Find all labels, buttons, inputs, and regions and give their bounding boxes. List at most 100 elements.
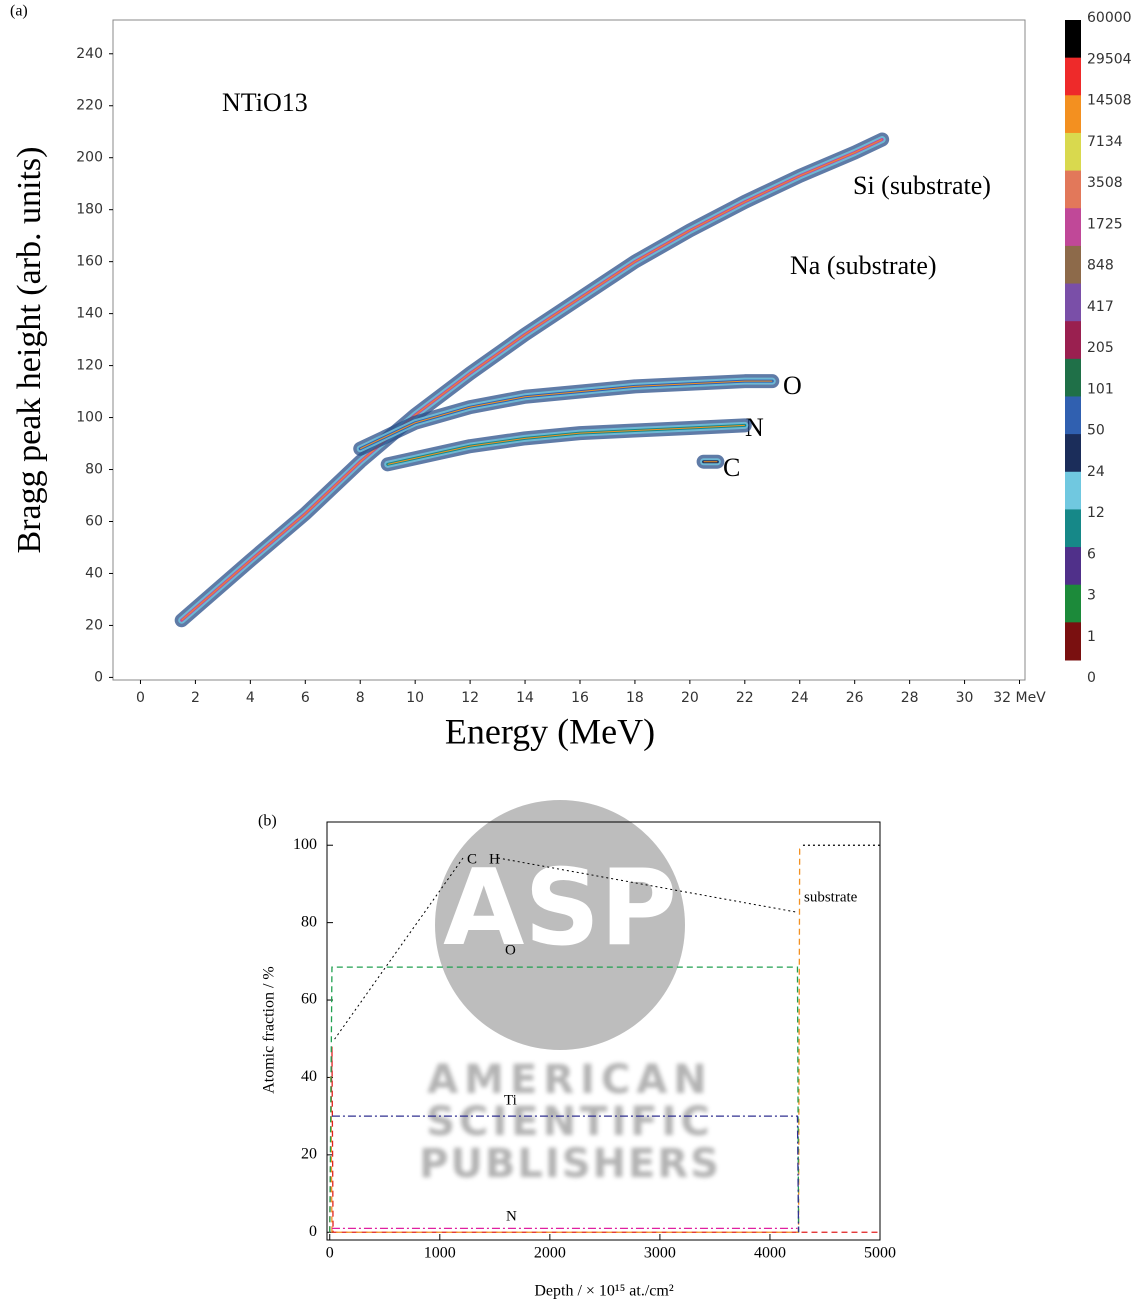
y-tick-label: 100	[76, 410, 103, 426]
x-tick-label: 3000	[644, 1245, 676, 1262]
x-tick-label: 0	[326, 1245, 334, 1262]
colorbar-swatch	[1065, 321, 1081, 360]
annotation: C	[467, 851, 477, 867]
watermark-text: SCIENTIFIC	[426, 1099, 714, 1145]
colorbar-label: 7134	[1087, 134, 1123, 150]
annotation: H	[489, 851, 500, 867]
colorbar-swatch	[1065, 471, 1081, 510]
colorbar-swatch	[1065, 57, 1081, 96]
colorbar-swatch	[1065, 509, 1081, 548]
plot-frame	[326, 821, 881, 1241]
line	[331, 1115, 800, 1233]
y-tick-label: 0	[309, 1223, 317, 1240]
annotation: O	[505, 942, 516, 958]
colorbar-swatch	[1065, 95, 1081, 134]
x-tick-label: 2000	[534, 1245, 566, 1262]
x-axis-label: Depth / × 10¹⁵ at./cm²	[534, 1283, 673, 1300]
line	[329, 966, 800, 1233]
annotation: Ti	[504, 1092, 517, 1108]
y-tick-label: 240	[76, 46, 103, 62]
x-tick-label: 12	[461, 690, 479, 706]
colorbar-swatch	[1065, 208, 1081, 247]
y-tick-label: 60	[85, 513, 103, 529]
watermark-text: AMERICAN	[427, 1057, 713, 1103]
x-tick-label: 0	[136, 690, 145, 706]
x-tick-label: 22	[736, 690, 754, 706]
y-tick-label: 80	[301, 913, 317, 930]
colorbar-label: 24	[1087, 464, 1105, 480]
y-axis-label: Bragg peak height (arb. units)	[11, 147, 48, 554]
x-tick-label: 20	[681, 690, 699, 706]
y-tick-label: 20	[301, 1146, 317, 1163]
x-tick-label: 4	[246, 690, 255, 706]
x-tick-label: 4000	[754, 1245, 786, 1262]
x-tick-label: 30	[956, 690, 974, 706]
colorbar-label: 0	[1087, 670, 1096, 686]
annotation: C	[723, 453, 740, 482]
colorbar-swatch	[1065, 283, 1081, 322]
colorbar-swatch	[1065, 20, 1081, 59]
x-tick-label: 28	[901, 690, 919, 706]
annotation: Na (substrate)	[790, 251, 937, 280]
y-tick-label: 120	[76, 358, 103, 374]
colorbar-label: 60000	[1087, 10, 1132, 26]
colorbar-swatch	[1065, 584, 1081, 623]
x-tick-label: 24	[791, 690, 809, 706]
annotation: N	[745, 413, 764, 442]
annotation: N	[506, 1208, 517, 1224]
y-tick-label: 160	[76, 254, 103, 270]
watermark-circle	[435, 800, 685, 1050]
panel-label: (a)	[10, 3, 28, 20]
x-tick-label: 26	[846, 690, 864, 706]
x-tick-label: 16	[571, 690, 589, 706]
colorbar-label: 3508	[1087, 175, 1123, 191]
x-tick-label: 6	[301, 690, 310, 706]
colorbar-swatch	[1065, 547, 1081, 586]
colorbar-label: 848	[1087, 258, 1114, 274]
colorbar-label: 1725	[1087, 216, 1123, 232]
watermark: ASP AMERICAN SCIENTIFIC PUBLISHERS	[419, 800, 721, 1187]
band-core	[360, 380, 773, 450]
x-tick-label: 2	[191, 690, 200, 706]
panel-label: (b)	[258, 813, 277, 830]
x-tick-label: 10	[406, 690, 424, 706]
colorbar-swatch	[1065, 396, 1081, 435]
x-tick-label: 14	[516, 690, 534, 706]
colorbar-swatch	[1065, 434, 1081, 473]
y-tick-label: 140	[76, 306, 103, 322]
y-tick-label: 80	[85, 462, 103, 478]
colorbar-label: 14508	[1087, 93, 1132, 109]
watermark-text: PUBLISHERS	[419, 1141, 721, 1187]
x-axis-label: Energy (MeV)	[445, 711, 655, 751]
y-tick-label: 200	[76, 150, 103, 166]
y-tick-label: 220	[76, 98, 103, 114]
y-tick-label: 60	[301, 991, 317, 1008]
watermark-text: ASP	[443, 847, 677, 969]
arrow	[497, 857, 797, 913]
colorbar-label: 12	[1087, 505, 1105, 521]
colorbar-label: 50	[1087, 423, 1105, 439]
y-tick-label: 20	[85, 617, 103, 633]
y-tick-label: 40	[85, 565, 103, 581]
band-core	[181, 139, 883, 621]
x-tick-label: 5000	[864, 1245, 896, 1262]
colorbar-label: 101	[1087, 381, 1114, 397]
colorbar-swatch	[1065, 170, 1081, 209]
annotation: NTiO13	[222, 88, 308, 117]
x-tick-label: 8	[356, 690, 365, 706]
y-tick-label: 40	[301, 1068, 317, 1085]
colorbar-swatch	[1065, 245, 1081, 285]
plot-frame	[112, 19, 1026, 681]
arrow	[333, 857, 464, 1041]
arrows	[333, 857, 797, 1041]
colorbar-swatch	[1065, 132, 1081, 172]
colorbar-swatch	[1065, 622, 1081, 661]
annotation: Si (substrate)	[853, 171, 991, 200]
colorbar-label: 29504	[1087, 51, 1132, 67]
y-axis-label: Atomic fraction / %	[261, 966, 278, 1094]
band-core	[387, 424, 745, 465]
colorbar-label: 6	[1087, 546, 1096, 562]
x-tick-label: 18	[626, 690, 644, 706]
colorbar-swatch	[1065, 358, 1081, 397]
